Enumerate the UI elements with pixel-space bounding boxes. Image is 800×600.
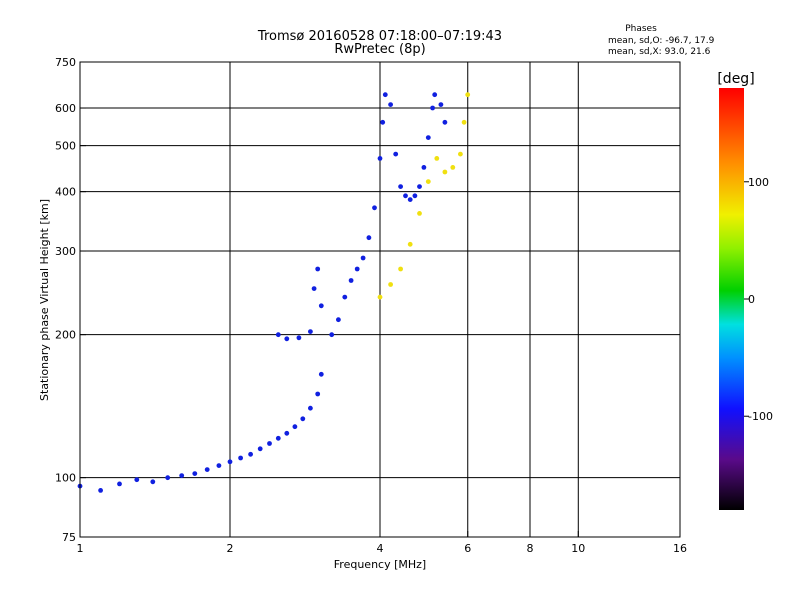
phases-title: Phases <box>625 24 657 34</box>
data-point <box>300 416 306 422</box>
data-point <box>360 255 366 261</box>
data-point <box>318 371 324 377</box>
phases-o-mode: mean, sd,O: -96.7, 17.9 <box>608 36 715 46</box>
data-point <box>398 266 403 272</box>
data-point <box>425 135 431 141</box>
y-tick-label: 750 <box>55 56 76 69</box>
data-point <box>380 119 386 125</box>
data-point <box>216 463 222 468</box>
axis-ticks: 1 2 4 6 8 10 16 75 100 200 300 400 500 600 750 <box>55 56 687 555</box>
data-point <box>315 266 321 272</box>
x-tick-label: 6 <box>464 542 471 555</box>
colorbar-ticks: 100 0 -100 <box>744 176 773 423</box>
data-point <box>417 211 422 216</box>
x-tick-label: 10 <box>571 542 585 555</box>
phases-x-mode: mean, sd,X: 93.0, 21.6 <box>608 47 711 57</box>
data-point <box>442 119 448 125</box>
data-point <box>403 193 408 199</box>
y-tick-label: 100 <box>55 472 76 485</box>
y-tick-label: 500 <box>55 140 76 153</box>
colorbar-tick-label: 0 <box>748 293 755 306</box>
x-tick-label: 16 <box>673 542 687 555</box>
data-point <box>407 241 413 247</box>
data-point <box>425 179 431 185</box>
data-point <box>204 467 210 472</box>
y-tick-label: 600 <box>55 102 76 115</box>
data-point <box>336 317 341 323</box>
colorbar <box>719 88 744 510</box>
data-point <box>342 294 348 300</box>
chart-title: Tromsø 20160528 07:18:00–07:19:43 <box>257 29 502 44</box>
data-point <box>377 156 383 161</box>
x-tick-label: 1 <box>77 542 84 555</box>
data-point <box>308 405 313 411</box>
x-tick-label: 8 <box>527 542 534 555</box>
data-point <box>388 282 393 287</box>
y-axis-label: Stationary phase Virtual Height [km] <box>38 199 51 401</box>
data-point <box>248 451 254 457</box>
data-point <box>275 332 281 338</box>
y-tick-label: 200 <box>55 329 76 342</box>
data-point <box>366 235 372 241</box>
data-point <box>308 329 313 334</box>
data-point <box>442 169 448 175</box>
data-point <box>292 424 298 430</box>
data-point <box>227 459 233 465</box>
data-point <box>192 471 198 476</box>
data-point <box>430 105 435 111</box>
y-tick-label: 400 <box>55 186 76 199</box>
data-point <box>318 303 324 309</box>
data-point <box>257 446 263 452</box>
data-point <box>465 92 471 98</box>
data-point <box>117 481 122 487</box>
data-point <box>421 165 427 170</box>
data-point <box>238 455 244 461</box>
y-tick-label: 300 <box>55 245 76 258</box>
data-point <box>315 391 321 397</box>
x-axis-label: Frequency [MHz] <box>334 558 426 571</box>
data-point <box>382 92 388 98</box>
data-point <box>412 193 418 199</box>
data-point <box>450 165 456 170</box>
data-point <box>329 332 335 338</box>
data-point <box>134 477 140 483</box>
chart-subtitle: RwPretec (8p) <box>334 42 425 57</box>
data-point <box>284 336 290 342</box>
data-point <box>267 441 272 446</box>
data-point <box>98 488 103 493</box>
colorbar-tick-label: -100 <box>748 410 773 423</box>
x-tick-label: 2 <box>227 542 234 555</box>
data-point <box>407 197 413 203</box>
data-point <box>434 156 440 161</box>
data-point <box>165 475 171 481</box>
data-points <box>77 92 471 493</box>
y-tick-label: 75 <box>62 531 76 544</box>
data-point <box>348 278 354 283</box>
data-point <box>438 102 444 107</box>
data-point <box>354 266 360 272</box>
data-point <box>179 473 185 478</box>
x-tick-label: 4 <box>377 542 384 555</box>
data-point <box>398 184 403 190</box>
colorbar-tick-label: 100 <box>748 176 769 189</box>
data-point <box>417 184 422 190</box>
data-point <box>150 479 156 485</box>
data-point <box>284 430 290 436</box>
data-point <box>372 205 377 211</box>
data-point <box>461 119 467 125</box>
data-point <box>393 151 399 157</box>
data-point <box>377 294 383 300</box>
data-point <box>458 151 463 157</box>
data-point <box>311 286 317 291</box>
colorbar-label: [deg] <box>717 71 754 87</box>
data-point <box>275 435 281 441</box>
data-point <box>296 335 302 341</box>
data-point <box>432 92 438 98</box>
data-point <box>388 102 393 107</box>
